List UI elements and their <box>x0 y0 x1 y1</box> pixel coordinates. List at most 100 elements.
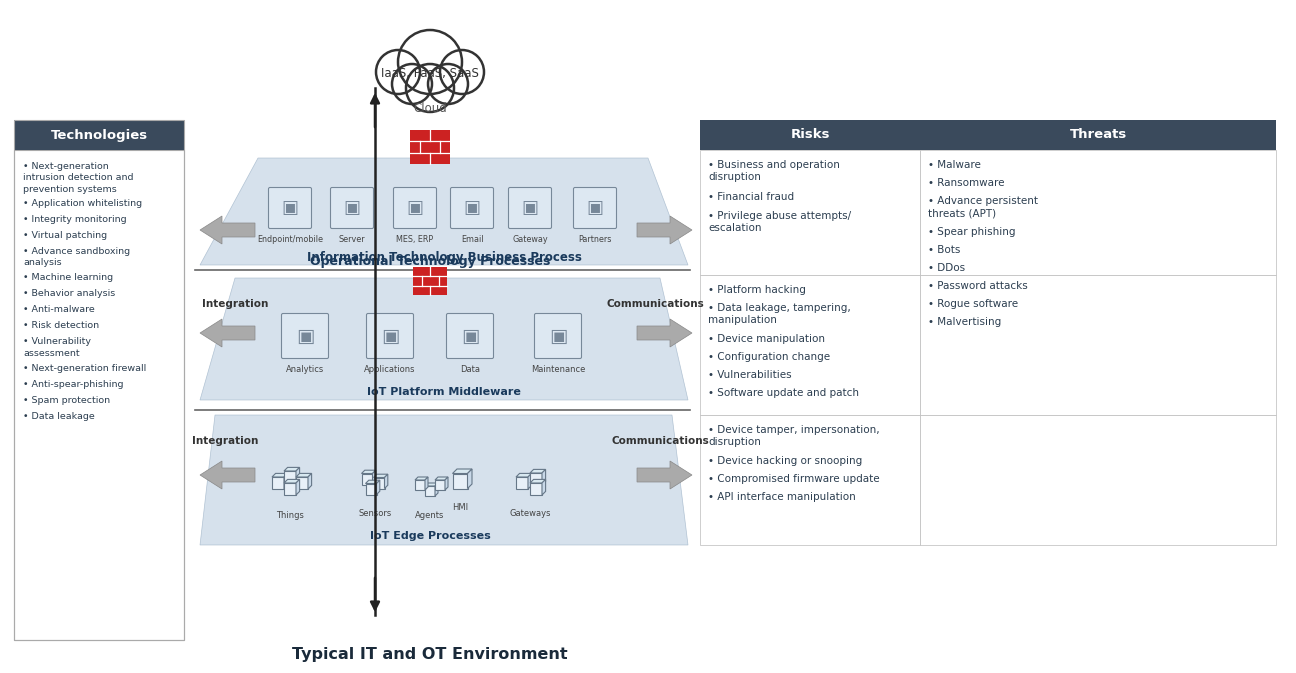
Text: Technologies: Technologies <box>51 129 148 141</box>
Text: ▣: ▣ <box>461 326 480 345</box>
Text: Risks: Risks <box>791 129 829 141</box>
Bar <box>700 150 920 275</box>
Circle shape <box>441 50 483 94</box>
Polygon shape <box>425 477 428 490</box>
Text: • Malvertising: • Malvertising <box>928 317 1002 327</box>
Text: Integration: Integration <box>192 436 258 446</box>
Text: ▣: ▣ <box>343 199 360 217</box>
Polygon shape <box>200 415 688 545</box>
FancyBboxPatch shape <box>281 314 328 359</box>
Bar <box>700 120 920 150</box>
Polygon shape <box>362 470 376 474</box>
Text: IaaS, PaaS, SaaS: IaaS, PaaS, SaaS <box>381 67 480 81</box>
Polygon shape <box>295 479 299 495</box>
Text: • Vulnerabilities: • Vulnerabilities <box>708 370 792 380</box>
FancyBboxPatch shape <box>268 188 311 229</box>
Polygon shape <box>272 473 288 477</box>
FancyArrow shape <box>200 319 255 347</box>
FancyBboxPatch shape <box>394 188 437 229</box>
Polygon shape <box>468 469 472 489</box>
Text: • Financial fraud: • Financial fraud <box>708 192 794 202</box>
Text: • Machine learning: • Machine learning <box>23 273 113 283</box>
Polygon shape <box>365 483 377 495</box>
Circle shape <box>406 64 454 112</box>
Polygon shape <box>373 474 388 478</box>
Text: ▣: ▣ <box>587 199 604 217</box>
Polygon shape <box>425 486 435 496</box>
Text: Endpoint/mobile: Endpoint/mobile <box>257 235 323 244</box>
Text: Threats: Threats <box>1069 129 1126 141</box>
FancyBboxPatch shape <box>330 188 373 229</box>
Polygon shape <box>445 477 448 490</box>
Polygon shape <box>435 483 438 496</box>
Polygon shape <box>530 483 542 495</box>
Polygon shape <box>452 469 472 474</box>
Text: IoT Platform Middleware: IoT Platform Middleware <box>367 387 521 397</box>
Text: • Spear phishing: • Spear phishing <box>928 227 1016 237</box>
Polygon shape <box>377 481 380 495</box>
Circle shape <box>398 30 461 94</box>
Text: • Application whitelisting: • Application whitelisting <box>23 199 143 208</box>
Polygon shape <box>272 477 284 489</box>
Text: ▣: ▣ <box>407 199 424 217</box>
Polygon shape <box>200 278 688 400</box>
Polygon shape <box>415 480 425 490</box>
Text: ▣: ▣ <box>464 199 481 217</box>
Polygon shape <box>415 477 428 480</box>
Polygon shape <box>516 473 531 477</box>
FancyArrow shape <box>200 461 255 489</box>
Polygon shape <box>284 483 295 495</box>
Circle shape <box>376 50 420 94</box>
Polygon shape <box>530 469 546 473</box>
Text: • Risk detection: • Risk detection <box>23 322 98 330</box>
Text: • Business and operation
disruption: • Business and operation disruption <box>708 160 840 182</box>
Text: • Device tamper, impersonation,
disruption: • Device tamper, impersonation, disrupti… <box>708 425 880 448</box>
Text: Sensors: Sensors <box>359 509 391 518</box>
Text: • DDos: • DDos <box>928 263 966 273</box>
Polygon shape <box>295 468 299 483</box>
Text: Agents: Agents <box>415 511 445 520</box>
Text: Information Technology Business Process: Information Technology Business Process <box>307 250 582 264</box>
Text: ▣: ▣ <box>295 326 314 345</box>
Polygon shape <box>516 477 527 489</box>
Text: • Software update and patch: • Software update and patch <box>708 388 859 398</box>
Polygon shape <box>373 478 385 489</box>
Polygon shape <box>530 473 542 485</box>
Polygon shape <box>527 473 531 489</box>
Polygon shape <box>372 470 376 485</box>
Text: • Password attacks: • Password attacks <box>928 281 1028 291</box>
Text: ▣: ▣ <box>381 326 399 345</box>
Text: • Spam protection: • Spam protection <box>23 396 110 405</box>
Text: • Ransomware: • Ransomware <box>928 178 1004 188</box>
Polygon shape <box>530 479 546 483</box>
Text: • Malware: • Malware <box>928 160 981 170</box>
Polygon shape <box>308 473 311 489</box>
Text: • Vulnerability
assessment: • Vulnerability assessment <box>23 337 91 358</box>
Bar <box>413 267 447 295</box>
Bar <box>920 415 1277 545</box>
Polygon shape <box>284 468 299 471</box>
Bar <box>920 150 1277 275</box>
Text: • API interface manipulation: • API interface manipulation <box>708 492 855 502</box>
Polygon shape <box>425 483 438 486</box>
Polygon shape <box>542 469 546 485</box>
FancyBboxPatch shape <box>367 314 413 359</box>
Text: Typical IT and OT Environment: Typical IT and OT Environment <box>292 647 568 662</box>
Text: • Rogue software: • Rogue software <box>928 299 1019 309</box>
Text: Email: Email <box>461 235 483 244</box>
Polygon shape <box>295 477 308 489</box>
Text: • Privilege abuse attempts/
escalation: • Privilege abuse attempts/ escalation <box>708 211 851 234</box>
FancyArrow shape <box>200 216 255 244</box>
Polygon shape <box>284 479 299 483</box>
Bar <box>14 120 184 640</box>
Text: Integration: Integration <box>202 299 268 309</box>
Text: • Integrity monitoring: • Integrity monitoring <box>23 215 127 224</box>
Polygon shape <box>435 477 448 480</box>
Text: Things: Things <box>276 511 305 520</box>
Text: • Device manipulation: • Device manipulation <box>708 334 826 344</box>
Polygon shape <box>295 473 311 477</box>
Polygon shape <box>284 473 288 489</box>
Text: Gateway: Gateway <box>512 235 548 244</box>
Text: Server: Server <box>338 235 365 244</box>
Text: • Data leakage: • Data leakage <box>23 412 95 421</box>
